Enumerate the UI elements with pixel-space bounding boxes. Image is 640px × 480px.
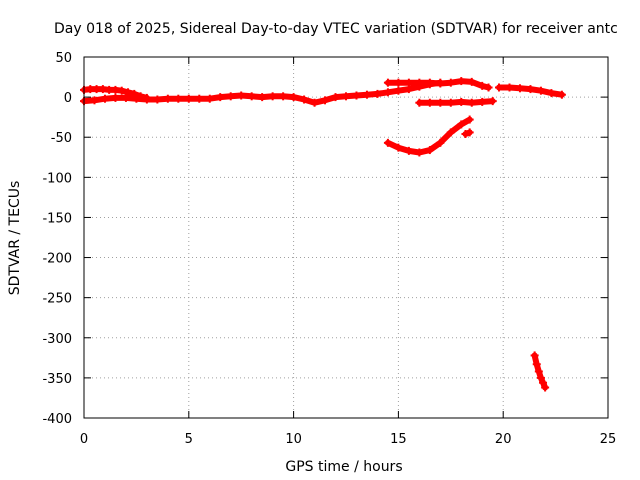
y-axis-title: SDTVAR / TECUs	[7, 181, 23, 296]
axis-ticks: 50 0 -50 -100 -150 -200 -250 -300 -350 -400 0 5 10 15…	[42, 51, 616, 447]
data-point	[436, 98, 445, 107]
x-tick-label: 0	[80, 432, 88, 447]
data-point	[425, 146, 434, 155]
data-point	[237, 91, 246, 100]
data-point	[279, 92, 288, 101]
data-point	[142, 95, 151, 104]
x-tick-label: 25	[600, 432, 617, 447]
data-point	[184, 94, 193, 103]
data-point	[226, 92, 235, 101]
data-point	[362, 90, 371, 99]
x-tick-label: 10	[285, 432, 302, 447]
data-point	[467, 77, 476, 86]
data-point	[425, 98, 434, 107]
data-point	[373, 89, 382, 98]
data-point	[530, 351, 539, 360]
data-point	[461, 130, 470, 139]
data-point	[121, 93, 130, 102]
data-point	[383, 138, 392, 147]
data-point	[446, 78, 455, 87]
data-point	[484, 83, 493, 92]
data-point	[478, 81, 487, 90]
data-point	[457, 77, 466, 86]
data-point	[132, 94, 141, 103]
data-point	[216, 93, 225, 102]
data-point	[478, 97, 487, 106]
data-point	[457, 120, 466, 129]
data-point	[415, 148, 424, 157]
data-point	[352, 91, 361, 100]
data-point	[536, 373, 545, 382]
data-point	[124, 88, 133, 97]
data-point	[90, 96, 99, 105]
data-point	[534, 367, 543, 376]
data-point	[111, 93, 120, 102]
y-tick-label: -200	[42, 252, 72, 267]
data-point	[321, 96, 330, 105]
data-point	[488, 97, 497, 106]
data-point	[467, 98, 476, 107]
data-point	[526, 85, 535, 94]
y-tick-label: 50	[55, 51, 72, 66]
y-tick-label: -100	[42, 171, 72, 186]
data-point	[383, 78, 392, 87]
data-point	[268, 92, 277, 101]
data-point	[505, 83, 514, 92]
data-point	[465, 128, 474, 137]
data-point	[174, 94, 183, 103]
data-point	[446, 98, 455, 107]
data-point	[532, 360, 541, 369]
data-point	[404, 146, 413, 155]
data-point	[394, 78, 403, 87]
data-point	[446, 128, 455, 137]
y-tick-label: -400	[42, 412, 72, 427]
data-point	[436, 138, 445, 147]
data-point	[457, 97, 466, 106]
data-point	[163, 94, 172, 103]
y-tick-label: -350	[42, 372, 72, 387]
data-point	[117, 86, 126, 95]
data-point	[289, 93, 298, 102]
data-point	[557, 90, 566, 99]
data-point	[394, 143, 403, 152]
data-point	[547, 89, 556, 98]
data-point	[342, 92, 350, 101]
data-point	[394, 86, 403, 95]
data-point	[515, 84, 524, 93]
data-point	[536, 86, 545, 95]
data-point	[415, 78, 424, 87]
grid-lines	[84, 57, 608, 418]
data-point	[195, 94, 204, 103]
data-point	[425, 78, 434, 87]
data-point	[100, 94, 109, 103]
data-point	[300, 95, 309, 104]
data-point	[436, 79, 445, 88]
data-point	[415, 98, 424, 107]
data-point	[258, 93, 267, 102]
data-point	[465, 115, 474, 124]
x-tick-label: 15	[390, 432, 407, 447]
y-tick-label: -250	[42, 292, 72, 307]
data-points	[80, 77, 566, 392]
y-tick-label: -50	[51, 131, 72, 146]
y-tick-label: -150	[42, 211, 72, 226]
x-axis-title: GPS time / hours	[285, 459, 402, 475]
data-point	[541, 383, 550, 392]
y-tick-label: -300	[42, 332, 72, 347]
data-point	[383, 88, 392, 97]
plot-frame	[83, 56, 609, 419]
data-point	[247, 92, 256, 101]
data-point	[331, 93, 340, 102]
data-point	[404, 78, 413, 87]
x-tick-label: 5	[185, 432, 193, 447]
data-point	[153, 95, 162, 104]
y-tick-label: 0	[64, 91, 72, 106]
data-point	[495, 83, 504, 92]
data-point	[539, 378, 548, 387]
data-point	[205, 94, 214, 103]
chart-title: Day 018 of 2025, Sidereal Day-to-day VTE…	[54, 21, 618, 37]
x-tick-label: 20	[495, 432, 512, 447]
data-point	[310, 98, 319, 107]
